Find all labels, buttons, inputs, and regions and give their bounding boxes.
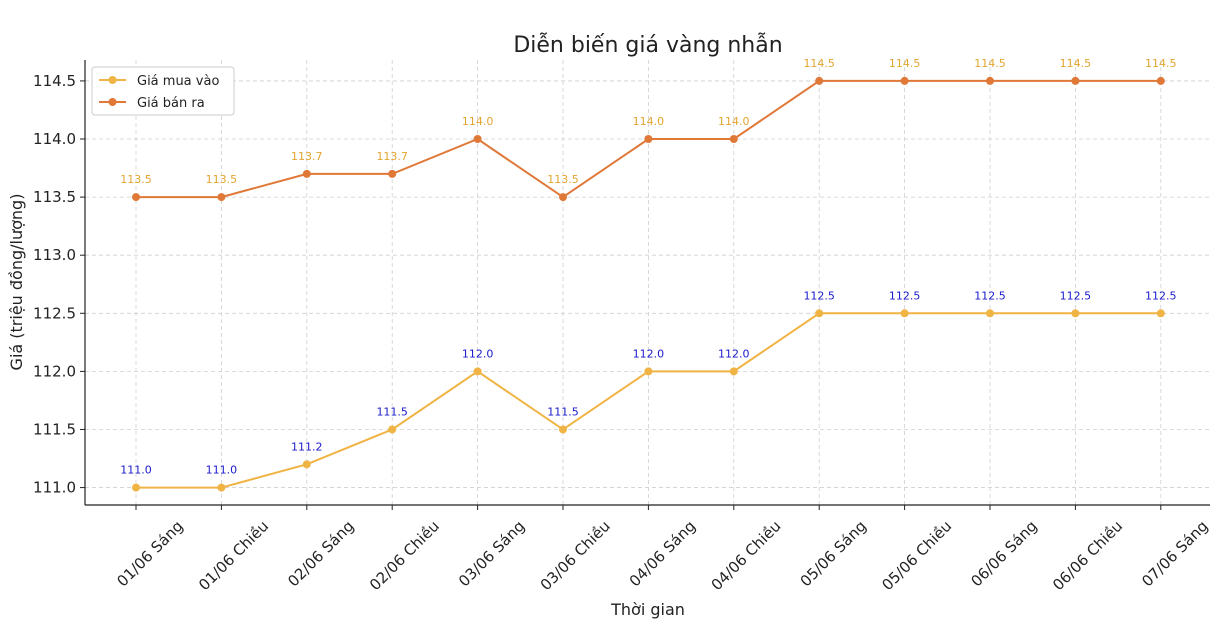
legend-marker-buy <box>108 76 117 84</box>
y-ticks: 111.0 111.5 112.0 112.5 113.0 113.5 114.0 114.5 <box>33 72 85 497</box>
x-tick-label: 02/06 Sáng <box>284 517 357 590</box>
data-label: 113.5 <box>120 173 152 186</box>
legend-label-sell: Giá bán ra <box>137 96 205 111</box>
data-label: 111.5 <box>547 405 579 418</box>
chart-title: Diễn biến giá vàng nhẫn <box>513 32 782 58</box>
y-tick-label: 112.5 <box>33 304 76 322</box>
data-label: 112.0 <box>718 347 750 360</box>
x-tick-label: 05/06 Chiều <box>878 517 955 594</box>
x-tick-label: 03/06 Sáng <box>455 517 528 590</box>
axes <box>84 60 1210 506</box>
data-label: 113.5 <box>206 173 238 186</box>
data-point <box>559 425 567 434</box>
data-point <box>1156 309 1165 318</box>
data-point <box>900 309 909 318</box>
data-label: 112.5 <box>974 289 1006 302</box>
data-label: 114.0 <box>462 115 494 128</box>
data-label: 113.7 <box>291 150 323 163</box>
data-point <box>815 76 824 85</box>
data-label: 114.5 <box>889 57 921 70</box>
y-tick-label: 114.5 <box>33 72 76 90</box>
data-point <box>986 76 994 85</box>
data-point <box>388 169 397 178</box>
y-axis-label: Giá (triệu đồng/lượng) <box>7 194 26 371</box>
data-point <box>132 193 140 202</box>
data-label: 113.7 <box>376 150 408 163</box>
y-tick-label: 113.5 <box>33 188 76 206</box>
x-tick-label: 04/06 Sáng <box>626 517 699 590</box>
x-tick-label: 02/06 Chiều <box>366 517 443 594</box>
x-tick-label: 01/06 Sáng <box>113 517 186 590</box>
data-label: 112.0 <box>633 347 665 360</box>
data-point <box>302 169 311 178</box>
data-point <box>729 367 738 376</box>
data-label: 111.0 <box>206 464 238 477</box>
data-labels: 111.0 111.0 111.2 111.5 112.0 111.5 112.0 112.0… <box>120 57 1176 477</box>
data-label: 111.5 <box>376 405 408 418</box>
data-label: 114.0 <box>718 115 750 128</box>
legend-label-buy: Giá mua vào <box>137 74 219 89</box>
data-point <box>644 367 653 376</box>
y-tick-label: 113.0 <box>33 246 76 264</box>
data-point <box>815 309 824 318</box>
data-label: 114.5 <box>974 57 1006 70</box>
data-point <box>900 76 909 85</box>
x-tick-label: 06/06 Chiều <box>1049 517 1126 594</box>
x-tick-label: 05/06 Sáng <box>797 517 870 590</box>
x-axis-label: Thời gian <box>610 600 685 619</box>
y-tick-label: 111.0 <box>33 479 76 497</box>
data-label: 112.5 <box>1145 289 1177 302</box>
data-label: 112.0 <box>462 347 494 360</box>
series-group <box>132 76 1165 492</box>
x-tick-label: 04/06 Chiều <box>708 517 785 594</box>
legend-marker-sell <box>108 98 117 106</box>
legend: Giá mua vào Giá bán ra <box>91 66 235 116</box>
data-label: 112.5 <box>1060 289 1092 302</box>
data-point <box>644 135 653 144</box>
data-point <box>473 367 482 376</box>
data-label: 114.5 <box>803 57 835 70</box>
data-label: 111.2 <box>291 440 323 453</box>
data-point <box>1071 309 1080 318</box>
data-point <box>132 483 140 492</box>
y-tick-label: 114.0 <box>33 130 76 148</box>
data-point <box>729 135 738 144</box>
x-tick-label: 01/06 Chiều <box>195 517 272 594</box>
data-label: 114.0 <box>633 115 665 128</box>
data-point <box>1156 76 1165 85</box>
data-point <box>473 135 482 144</box>
data-point <box>302 460 311 469</box>
data-label: 112.5 <box>889 289 921 302</box>
data-label: 111.0 <box>120 464 152 477</box>
x-tick-label: 07/06 Sáng <box>1138 517 1211 590</box>
data-label: 112.5 <box>803 289 835 302</box>
x-tick-label: 06/06 Sáng <box>967 517 1040 590</box>
data-point <box>217 193 226 202</box>
data-label: 114.5 <box>1145 57 1177 70</box>
data-label: 113.5 <box>547 173 579 186</box>
data-label: 114.5 <box>1060 57 1092 70</box>
data-point <box>1071 76 1080 85</box>
data-point <box>217 483 226 492</box>
data-point <box>986 309 994 318</box>
y-tick-label: 112.0 <box>33 362 76 380</box>
data-point <box>388 425 397 434</box>
data-point <box>559 193 567 202</box>
y-tick-label: 111.5 <box>33 420 76 438</box>
legend-box <box>91 66 235 116</box>
x-tick-label: 03/06 Chiều <box>537 517 614 594</box>
x-ticks: 01/06 Sáng 01/06 Chiều 02/06 Sáng 02/06 Chi… <box>113 505 1212 594</box>
